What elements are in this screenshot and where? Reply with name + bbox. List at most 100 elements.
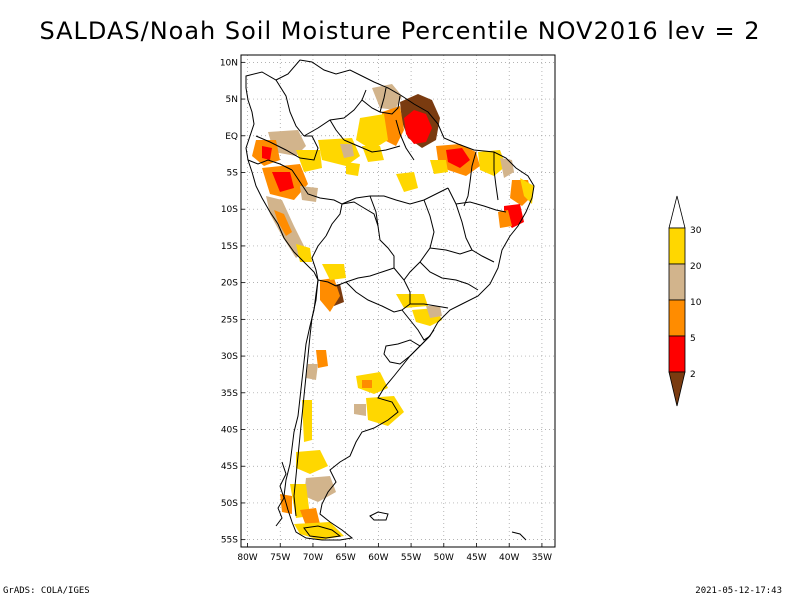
lat-tick-label: 5S: [227, 168, 239, 178]
border-brazil-states-12: [329, 119, 345, 141]
shade-patch-para-orange: [382, 106, 404, 146]
border-brazil-states-5: [455, 201, 507, 213]
border-peru-brazil: [291, 169, 343, 237]
lat-tick-label: 15S: [221, 242, 238, 252]
shade-patch-parana-yellow: [396, 294, 428, 308]
border-ecuador-peru: [247, 159, 293, 171]
border-peru-bolivia: [311, 235, 327, 281]
border-argentina-brazil: [401, 309, 431, 341]
tierra-del-fuego: [303, 525, 342, 539]
lat-tick-label: 30S: [221, 352, 238, 362]
lat-tick-label: EQ: [225, 132, 238, 142]
soil-moisture-shading: [252, 84, 534, 540]
colorbar-label-30: 30: [690, 226, 702, 236]
border-brazil-states-13: [395, 119, 415, 161]
border-brazil-states-6: [429, 247, 473, 255]
border-brazil-states-3: [403, 199, 435, 281]
shade-patch-pampa-tan: [354, 404, 366, 416]
shade-patch-guianas-tan: [372, 84, 402, 110]
lat-tick-label: 10S: [221, 205, 238, 215]
south-georgia-fragment: [511, 531, 527, 541]
lat-tick-label: 10N: [220, 58, 238, 68]
shade-patch-patagonia-yellow-1: [296, 450, 328, 474]
shade-patch-pampa-yellow-2: [366, 396, 404, 426]
lat-tick-label: 5N: [226, 95, 238, 105]
shade-patch-amazon-yellow-4: [430, 160, 448, 174]
colorbar-label-5: 5: [690, 334, 696, 344]
colorbar-label-10: 10: [690, 298, 702, 308]
border-brazil-states-8: [410, 303, 449, 309]
colorbar-label-2: 2: [690, 370, 696, 380]
shade-patch-andes-yellow: [296, 244, 312, 262]
lon-tick-label: 50W: [434, 553, 454, 563]
lon-tick-label: 70W: [303, 553, 323, 563]
shade-patch-cuyo-orange: [316, 350, 328, 368]
lat-tick-label: 50S: [221, 499, 238, 509]
shade-patch-coast-yellow: [520, 178, 534, 204]
lon-tick-label: 35W: [532, 553, 552, 563]
shade-patch-patagonia-orange: [300, 508, 320, 526]
shade-patch-ne-tan: [500, 158, 514, 178]
border-paraguay-argentina: [345, 281, 403, 313]
shade-patch-amazon-yellow-2: [362, 146, 384, 162]
border-brazil-states-4: [447, 187, 495, 263]
shade-patch-peru-north-red: [272, 172, 294, 192]
border-bolivia-paraguay: [335, 267, 395, 287]
shade-patch-chile-central: [302, 400, 312, 442]
map-frame: [240, 54, 556, 548]
shade-patch-cuyo-tan: [306, 364, 318, 380]
shade-patch-andes-orange: [274, 210, 292, 236]
shade-patch-para-yellow: [356, 114, 388, 150]
footer-timestamp: 2021-05-12-17:43: [695, 586, 782, 596]
border-suriname: [379, 95, 401, 115]
border-brazil-states-9: [463, 151, 477, 207]
lon-tick-label: 45W: [466, 553, 486, 563]
border-uruguay: [383, 339, 421, 365]
border-colombia-venezuela: [275, 79, 305, 137]
lat-tick-label: 35S: [221, 389, 238, 399]
border-brazil-states-11: [419, 329, 435, 347]
shade-patch-maranhao-red: [446, 148, 470, 168]
border-brazil-states-2: [369, 195, 379, 227]
shade-patch-amapa-red: [404, 110, 432, 144]
chiloe-archipelago: [275, 461, 287, 527]
shade-patch-nw-argentina-orange: [320, 278, 340, 312]
lon-tick-label: 55W: [401, 553, 421, 563]
shade-patch-amazon-yellow-5: [346, 162, 360, 176]
colorbar-bin-20-30: [668, 227, 686, 265]
shade-patch-amazon-yellow-1: [318, 138, 360, 166]
shade-patch-tierra-yellow: [294, 522, 344, 540]
lat-tick-label: 45S: [221, 462, 238, 472]
lat-tick-label: 40S: [221, 426, 238, 436]
shade-patch-patagonia-tan: [304, 476, 336, 502]
lon-tick-label: 65W: [335, 553, 355, 563]
shade-patch-colombia-red: [262, 146, 272, 160]
border-brazil-states-14: [343, 139, 401, 153]
colorbar-label-20: 20: [690, 262, 702, 272]
border-brazil-states-7: [419, 261, 479, 291]
longitude-tick-labels: 80W 75W 70W 65W 60W 55W 50W 45W 40W 35W: [237, 543, 552, 563]
lat-tick-label: 55S: [221, 536, 238, 546]
falkland-islands: [369, 511, 389, 521]
map-title: SALDAS/Noah Soil Moisture Percentile NOV…: [39, 17, 761, 45]
colorbar: 30 20 10 5 2: [668, 195, 702, 407]
border-bolivia-brazil: [341, 201, 395, 268]
shade-patch-amazon-tan-1: [340, 144, 354, 158]
shade-patch-pampa-orange: [362, 380, 372, 388]
lon-tick-label: 75W: [270, 553, 290, 563]
coastline-and-borders: [245, 59, 535, 541]
lon-tick-label: 40W: [499, 553, 519, 563]
border-chile-argentina: [293, 279, 319, 517]
latitude-tick-labels: 10N 5N EQ 5S 10S 15S 20S 25S 30S 35S 40S 45S 50S 55S: [220, 58, 245, 546]
colorbar-bin-5-10: [668, 299, 686, 337]
shade-patch-sp-tan: [426, 306, 442, 318]
colorbar-bottom-arrow: [668, 371, 686, 407]
border-brazil-states-10: [493, 152, 499, 201]
lon-tick-label: 80W: [237, 553, 257, 563]
lon-tick-label: 60W: [368, 553, 388, 563]
shade-patch-amazon-yellow-3: [396, 172, 418, 192]
border-colombia-south: [255, 135, 319, 161]
continent-coastline: [245, 59, 535, 541]
